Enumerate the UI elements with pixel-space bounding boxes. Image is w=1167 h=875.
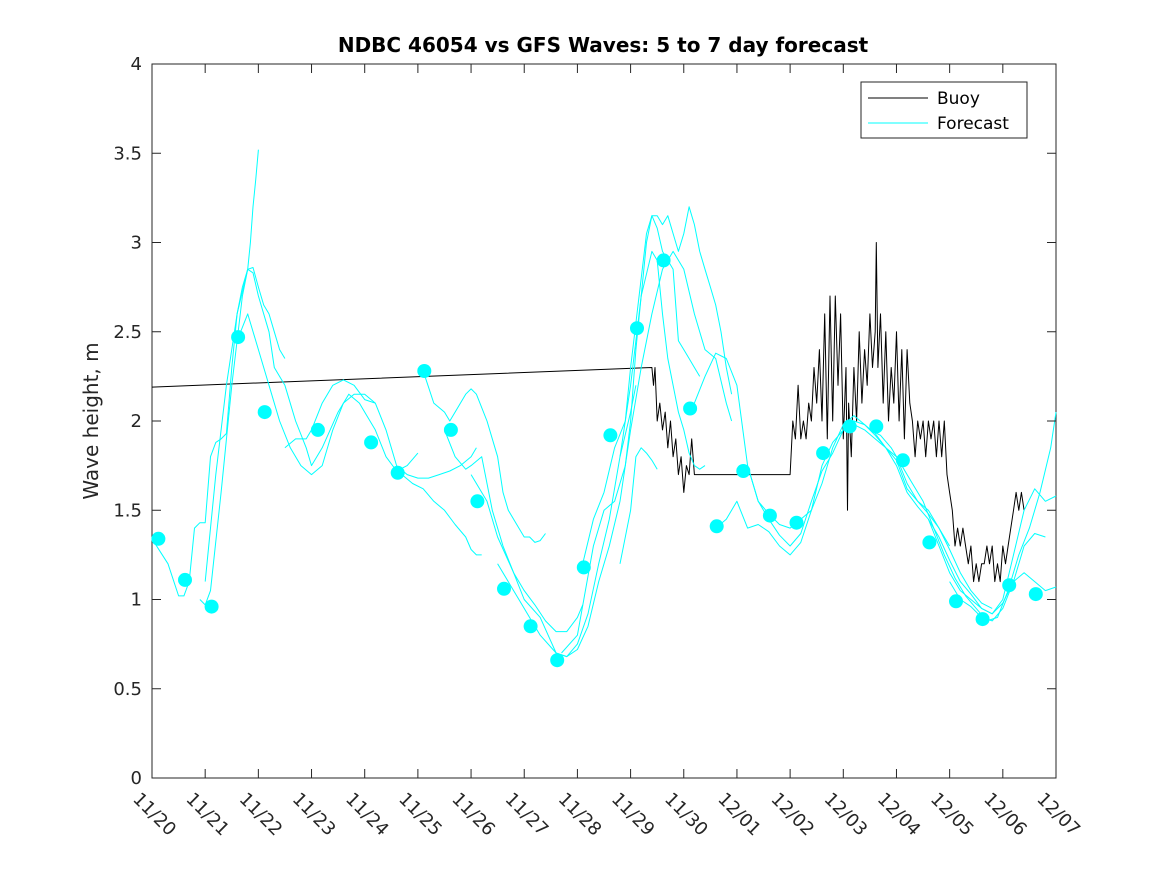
forecast-marker-point [736, 464, 751, 478]
legend-label-buoy: Buoy [937, 89, 980, 109]
y-tick-label: 4 [131, 54, 142, 75]
forecast-marker-point [151, 531, 166, 546]
forecast-marker-point [683, 401, 698, 416]
y-tick-label: 3 [131, 233, 142, 254]
forecast-marker-point [497, 581, 511, 596]
series-layer [151, 149, 1057, 658]
forecast-series-line [199, 268, 419, 606]
forecast-marker-point [816, 446, 831, 461]
forecast-marker-point [443, 422, 458, 437]
forecast-marker-point [709, 519, 724, 534]
y-tick-label: 1.5 [113, 500, 142, 521]
forecast-series-line [619, 250, 706, 470]
y-axis-label: Wave height, m [79, 342, 103, 499]
forecast-marker-point [231, 330, 246, 345]
forecast-marker-point [550, 653, 565, 668]
forecast-marker-point [603, 428, 618, 443]
buoy-series-line [151, 242, 1025, 583]
forecast-marker-point [949, 594, 963, 609]
marker-layer [151, 253, 1043, 668]
y-tick-label: 0 [131, 768, 142, 789]
forecast-series-line [561, 206, 733, 654]
y-tick-label: 2 [131, 411, 142, 432]
y-tick-label: 3.5 [113, 143, 142, 164]
forecast-marker-point [762, 508, 777, 523]
y-tick-label: 0.5 [113, 679, 142, 700]
forecast-marker-point [1002, 578, 1017, 593]
y-axis: 0 0.5 1 1.5 2 2.5 3 3.5 4 [113, 54, 1056, 789]
forecast-marker-point [842, 419, 857, 434]
forecast-series-line [284, 379, 376, 449]
forecast-series-line [151, 149, 259, 597]
forecast-marker-point [523, 619, 538, 634]
y-tick-label: 2.5 [113, 322, 142, 343]
forecast-marker-point [789, 515, 804, 530]
forecast-marker-point [178, 572, 192, 587]
forecast-series-line [619, 447, 658, 564]
forecast-series-line [715, 424, 951, 556]
forecast-marker-point [576, 560, 591, 575]
forecast-series-line [391, 470, 482, 556]
forecast-series-line [927, 488, 1057, 615]
forecast-marker-point [364, 435, 379, 450]
plot-area [151, 63, 1057, 779]
forecast-marker-point [310, 422, 325, 437]
legend-label-forecast: Forecast [937, 114, 1009, 134]
legend: Buoy Forecast [860, 81, 1028, 139]
forecast-series-line [422, 370, 546, 543]
forecast-marker-point [656, 253, 671, 268]
forecast-marker-point [895, 453, 910, 468]
forecast-marker-point [869, 419, 884, 434]
forecast-series-line [204, 267, 286, 582]
forecast-series-line [236, 313, 477, 479]
forecast-marker-point [922, 535, 937, 550]
forecast-marker-point [1028, 587, 1043, 602]
forecast-marker-point [417, 364, 432, 378]
y-tick-label: 1 [131, 590, 142, 611]
forecast-marker-point [630, 321, 644, 336]
forecast-marker-point [390, 465, 405, 480]
legend-box [860, 81, 1028, 139]
forecast-series-line [582, 215, 701, 564]
forecast-marker-point [975, 612, 990, 627]
chart-title: NDBC 46054 vs GFS Waves: 5 to 7 day fore… [338, 33, 869, 57]
forecast-marker-point [204, 599, 219, 614]
forecast-series-line [949, 572, 1057, 622]
forecast-marker-point [257, 405, 272, 420]
forecast-marker-point [470, 494, 485, 509]
